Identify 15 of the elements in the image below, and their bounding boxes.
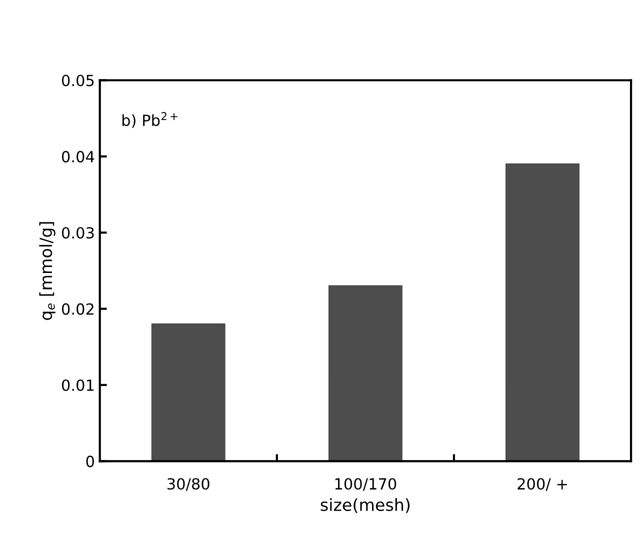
bar [328,285,402,462]
x-axis-title: size(mesh) [320,498,410,514]
y-tick-label: 0.04 [62,150,94,162]
y-tick-label: 0.03 [62,227,94,239]
annotation: b) Pb$^{2+}$ [122,112,178,128]
y-axis-title: q$_{e}$ [mmol/g] [39,222,56,320]
x-tick-label: 100/170 [335,478,396,491]
y-tick-label: 0 [86,456,94,468]
x-tick-label: 30/80 [168,478,210,491]
x-tick-label: 200/ + [518,478,567,491]
bar [506,163,580,462]
y-tick-label: 0.05 [62,74,94,86]
y-tick-label: 0.01 [62,379,94,392]
y-tick-label: 0.02 [62,303,94,315]
bar [151,323,226,462]
